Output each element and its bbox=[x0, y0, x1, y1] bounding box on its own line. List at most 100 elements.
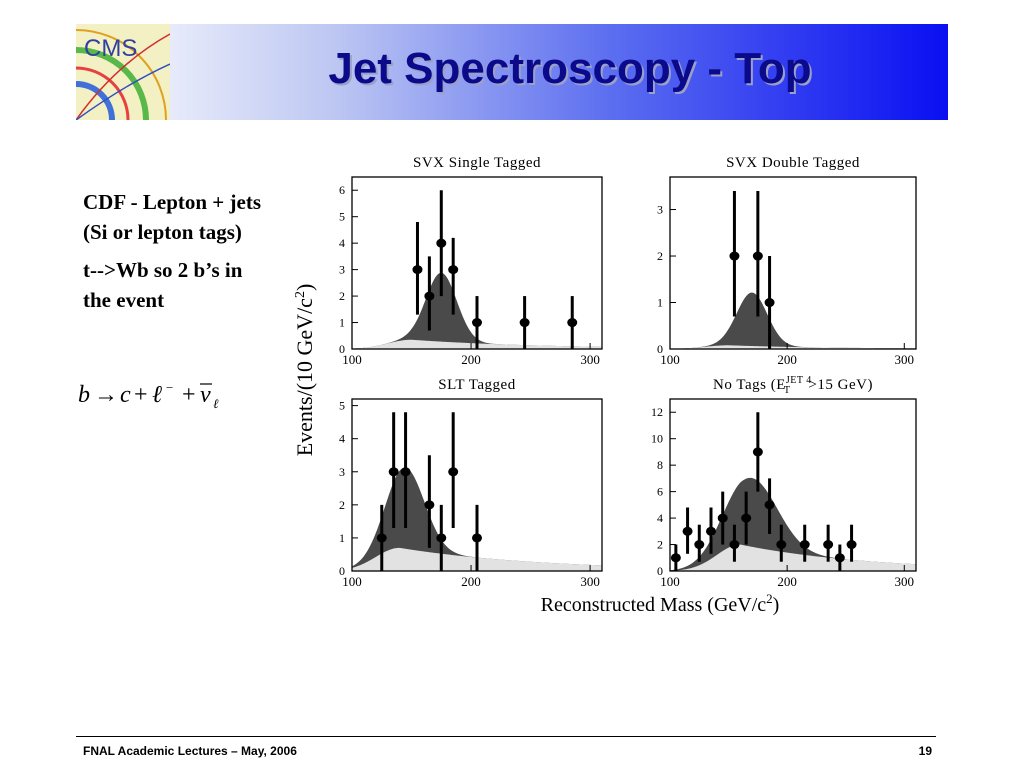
y-tick-label: 2 bbox=[339, 289, 345, 303]
y-tick-label: 0 bbox=[657, 342, 663, 356]
formula-arrow: → bbox=[94, 382, 118, 408]
y-tick-label: 10 bbox=[651, 432, 663, 446]
data-point bbox=[400, 467, 411, 477]
plot-frame bbox=[669, 398, 917, 572]
data-point bbox=[741, 513, 752, 523]
x-tick-label: 300 bbox=[580, 352, 600, 367]
y-tick-label: 5 bbox=[339, 210, 345, 224]
data-point bbox=[764, 500, 775, 510]
data-point bbox=[376, 533, 387, 543]
data-point bbox=[472, 533, 482, 543]
y-tick-label: 3 bbox=[339, 263, 345, 277]
slide-title: Jet Spectroscopy - Top bbox=[328, 44, 812, 93]
y-tick-label: 12 bbox=[651, 405, 663, 419]
y-tick-label: 1 bbox=[339, 531, 345, 545]
y-axis-label: Events/(10 GeV/c2) bbox=[292, 284, 317, 457]
x-tick-label: 200 bbox=[777, 352, 797, 367]
bullet-list: CDF - Lepton + jets (Si or lepton tags) … bbox=[83, 187, 273, 323]
data-point bbox=[776, 540, 787, 550]
footer-text: FNAL Academic Lectures – May, 2006 bbox=[83, 744, 297, 758]
y-tick-label: 0 bbox=[339, 342, 345, 356]
cms-logo: CMS bbox=[76, 24, 170, 120]
formula-minus: − bbox=[166, 380, 173, 395]
x-tick-label: 200 bbox=[461, 352, 481, 367]
y-tick-label: 4 bbox=[339, 236, 345, 250]
y-tick-label: 6 bbox=[657, 485, 663, 499]
data-point bbox=[694, 540, 705, 550]
chart-panel: 100 200 300 0 1 2 3 SVX Double Tagged bbox=[657, 155, 917, 367]
y-tick-label: 1 bbox=[657, 296, 663, 310]
x-tick-label: 100 bbox=[342, 574, 362, 589]
data-point bbox=[834, 553, 845, 563]
data-point bbox=[472, 318, 482, 328]
data-point bbox=[424, 500, 435, 510]
data-point bbox=[448, 265, 459, 275]
x-tick-label: 200 bbox=[777, 574, 797, 589]
data-point bbox=[846, 540, 857, 550]
page-number: 19 bbox=[918, 744, 932, 758]
formula-c: c bbox=[120, 382, 131, 408]
logo-tracks bbox=[76, 29, 170, 120]
svg-text:b → c + ℓ: b → c + ℓ − + ν ℓ bbox=[78, 376, 219, 411]
y-tick-label: 3 bbox=[339, 465, 345, 479]
bullet-item: t-->Wb so 2 b’s in the event bbox=[83, 258, 243, 312]
x-tick-label: 100 bbox=[660, 574, 680, 589]
background-area bbox=[670, 345, 916, 349]
data-point bbox=[412, 265, 423, 275]
data-point bbox=[764, 298, 775, 308]
title-banner bbox=[76, 24, 948, 120]
y-tick-label: 0 bbox=[339, 564, 345, 578]
panel-title: No Tags (EJET 4 T >15 GeV) bbox=[713, 375, 873, 396]
chart-panel: 100 200 300 0 1 2 3 4 5 SLT Tagged bbox=[339, 377, 603, 589]
y-tick-label: 0 bbox=[657, 564, 663, 578]
signal-area bbox=[670, 292, 916, 349]
x-tick-label: 200 bbox=[461, 574, 481, 589]
formula-plus-2: + bbox=[182, 382, 196, 408]
data-point bbox=[519, 318, 530, 328]
x-tick-label: 100 bbox=[342, 352, 362, 367]
y-tick-label: 5 bbox=[339, 399, 345, 413]
bullet-item: CDF - Lepton + jets (Si or lepton tags) bbox=[83, 190, 261, 244]
data-point bbox=[752, 447, 763, 457]
logo-text: CMS bbox=[84, 35, 137, 62]
x-tick-label: 300 bbox=[895, 574, 915, 589]
panel-title: SVX Single Tagged bbox=[413, 155, 541, 171]
signal-area bbox=[352, 467, 602, 571]
data-point bbox=[799, 540, 810, 550]
data-point bbox=[388, 467, 399, 477]
data-point bbox=[436, 238, 447, 248]
formula-b: b bbox=[78, 382, 90, 408]
data-point bbox=[670, 553, 681, 563]
data-point bbox=[448, 467, 459, 477]
y-tick-label: 4 bbox=[339, 432, 345, 446]
formula-nu: ν bbox=[200, 382, 211, 408]
chart-panel: 100 200 300 0 1 2 3 4 5 6 SVX Single Tagged bbox=[339, 155, 603, 367]
y-tick-label: 1 bbox=[339, 316, 345, 330]
y-tick-label: 8 bbox=[657, 458, 663, 472]
y-tick-label: 2 bbox=[339, 498, 345, 512]
panel-title: SLT Tagged bbox=[438, 377, 515, 393]
decay-formula: b → c + ℓ − + ν ℓ bbox=[78, 376, 219, 411]
data-point bbox=[706, 526, 716, 536]
y-tick-label: 4 bbox=[657, 511, 663, 525]
y-tick-label: 6 bbox=[339, 183, 345, 197]
panel-title: SVX Double Tagged bbox=[726, 155, 860, 171]
data-point bbox=[823, 540, 834, 550]
signal-area bbox=[352, 272, 602, 349]
y-tick-label: 2 bbox=[657, 249, 663, 263]
x-tick-label: 300 bbox=[580, 574, 600, 589]
formula-lepton: ℓ bbox=[152, 382, 162, 408]
footer-divider bbox=[76, 736, 936, 737]
data-point bbox=[729, 251, 740, 261]
data-point bbox=[424, 291, 435, 301]
data-point bbox=[729, 540, 740, 550]
y-tick-label: 2 bbox=[657, 538, 663, 552]
x-tick-label: 300 bbox=[895, 352, 915, 367]
x-axis-label: Reconstructed Mass (GeV/c2) bbox=[541, 591, 780, 616]
formula-nu-sub: ℓ bbox=[213, 396, 219, 411]
data-point bbox=[436, 533, 447, 543]
x-tick-label: 100 bbox=[660, 352, 680, 367]
data-point bbox=[567, 318, 578, 328]
data-point bbox=[717, 513, 728, 523]
